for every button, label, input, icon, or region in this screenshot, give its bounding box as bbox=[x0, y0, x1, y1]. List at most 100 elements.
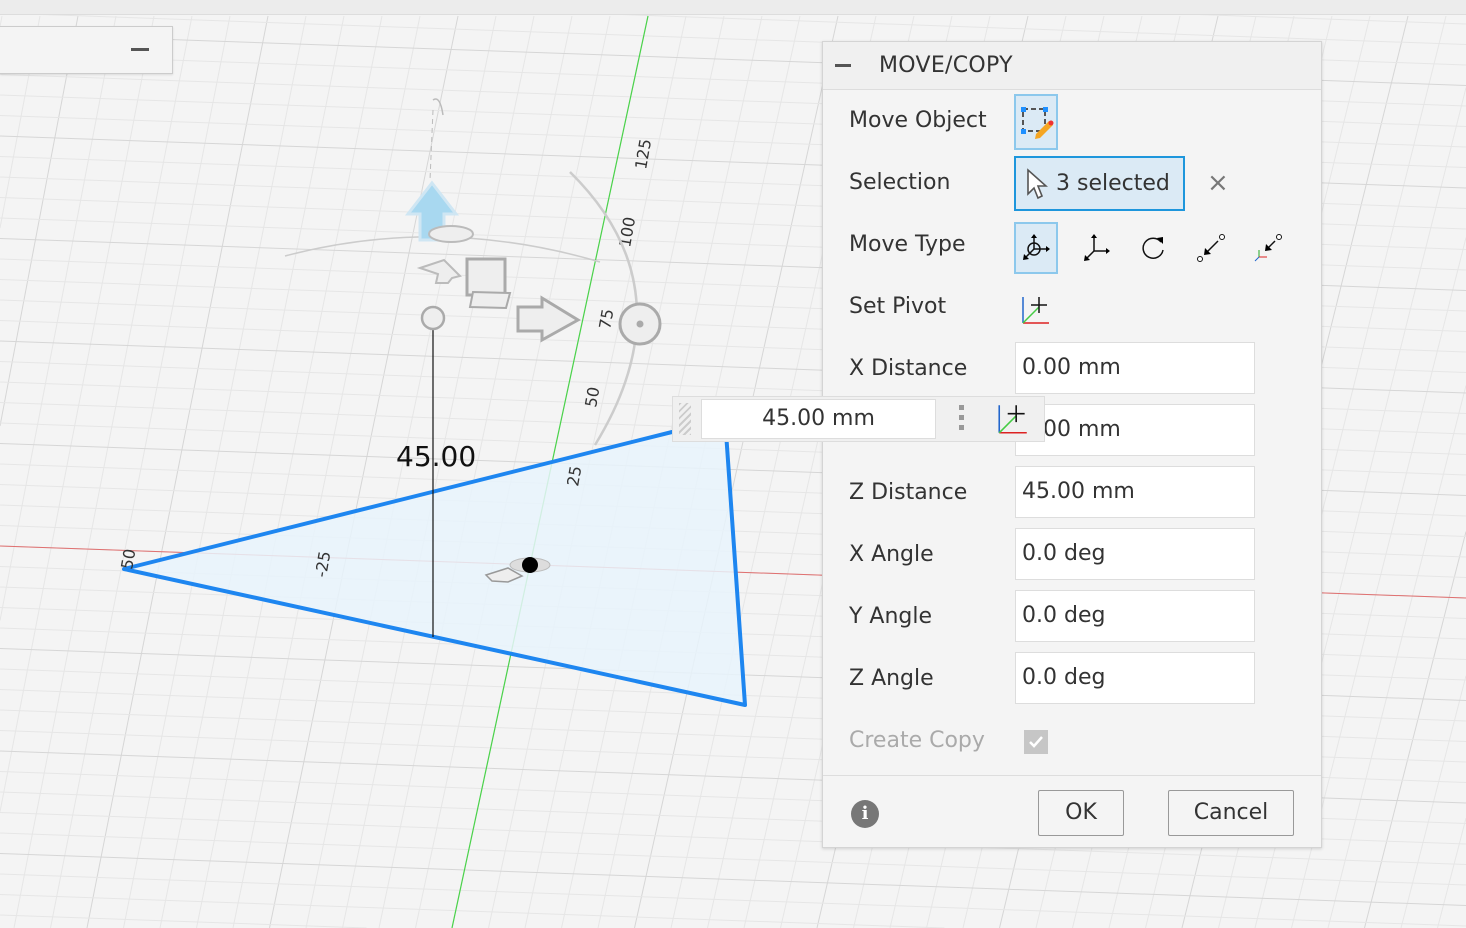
collapse-icon[interactable] bbox=[131, 48, 149, 51]
drag-grip-icon[interactable] bbox=[679, 403, 691, 435]
y-angle-row: Y Angle 0.0 deg bbox=[823, 590, 1321, 646]
xy-arrow-handle[interactable] bbox=[416, 258, 462, 284]
ok-button[interactable]: OK bbox=[1038, 790, 1124, 836]
tick-label: 50 bbox=[117, 547, 139, 570]
rotation-arc-top bbox=[432, 98, 444, 116]
y-distance-input[interactable]: 0.00 mm bbox=[1015, 404, 1255, 456]
collapse-icon[interactable] bbox=[835, 64, 851, 67]
dialog-header: MOVE/COPY bbox=[823, 42, 1321, 90]
tick-label: 25 bbox=[563, 464, 585, 487]
grid-line bbox=[1364, 531, 1466, 928]
move-gizmo[interactable] bbox=[284, 98, 662, 446]
rotate-handle-center bbox=[636, 320, 644, 328]
tick-label: 75 bbox=[595, 307, 617, 330]
grid-line bbox=[378, 15, 573, 928]
clear-selection-icon[interactable]: × bbox=[1207, 168, 1229, 198]
plane-handle[interactable] bbox=[465, 257, 507, 297]
grid-line bbox=[634, 15, 839, 928]
grid-line bbox=[50, 15, 231, 928]
set-pivot-button[interactable] bbox=[1014, 284, 1058, 336]
grid-line bbox=[342, 15, 535, 928]
floating-pivot-button[interactable] bbox=[995, 401, 1031, 441]
z-distance-row: Z Distance 45.00 mm bbox=[823, 466, 1321, 522]
origin-handle[interactable] bbox=[420, 305, 446, 331]
grid-line bbox=[196, 15, 383, 928]
x-distance-row: X Distance 0.00 mm bbox=[823, 342, 1321, 398]
y-angle-input[interactable]: 0.0 deg bbox=[1015, 590, 1255, 642]
x-angle-input[interactable]: 0.0 deg bbox=[1015, 528, 1255, 580]
free-move-icon bbox=[1023, 234, 1050, 260]
plane-handle-lower[interactable] bbox=[468, 290, 512, 310]
x-angle-label: X Angle bbox=[849, 542, 934, 567]
cursor-arrow-icon bbox=[1027, 167, 1048, 199]
move-type-point-to-position[interactable] bbox=[1246, 222, 1290, 274]
move-copy-dialog: MOVE/COPY Move Object Selection 3 select… bbox=[822, 41, 1322, 848]
move-type-row: Move Type bbox=[823, 218, 1321, 274]
move-type-label: Move Type bbox=[849, 232, 966, 257]
move-type-translate[interactable] bbox=[1074, 222, 1118, 274]
grid-line bbox=[0, 15, 3, 27]
cancel-button[interactable]: Cancel bbox=[1168, 790, 1294, 836]
info-icon[interactable]: i bbox=[851, 800, 879, 828]
set-pivot-row: Set Pivot bbox=[823, 280, 1321, 336]
create-copy-label: Create Copy bbox=[849, 728, 985, 753]
tick-label: 125 bbox=[631, 137, 655, 170]
collapsed-panel bbox=[0, 26, 173, 74]
z-distance-label: Z Distance bbox=[849, 480, 968, 505]
point-to-position-icon bbox=[1254, 234, 1282, 262]
grid-line bbox=[0, 832, 1466, 886]
x-arrow-handle[interactable] bbox=[516, 295, 581, 343]
selection-row: Selection 3 selected × bbox=[823, 156, 1321, 212]
move-type-rotate[interactable] bbox=[1131, 222, 1175, 274]
tick-label: 100 bbox=[615, 215, 639, 248]
grid-line bbox=[0, 15, 155, 812]
tick-label: 50 bbox=[581, 385, 603, 408]
move-object-button[interactable] bbox=[1014, 94, 1058, 150]
point-to-point-icon bbox=[1197, 234, 1225, 262]
pivot-dot[interactable] bbox=[522, 557, 538, 573]
selection-button[interactable]: 3 selected bbox=[1014, 156, 1185, 211]
pivot-point[interactable] bbox=[484, 557, 551, 583]
more-options-icon[interactable] bbox=[959, 405, 965, 435]
floating-distance-input: 45.00 mm bbox=[672, 396, 1045, 442]
grid-line bbox=[0, 894, 945, 928]
x-angle-row: X Angle 0.0 deg bbox=[823, 528, 1321, 584]
z-angle-row: Z Angle 0.0 deg bbox=[823, 652, 1321, 708]
set-pivot-label: Set Pivot bbox=[849, 294, 947, 319]
grid-line bbox=[0, 914, 367, 928]
rotation-handle[interactable] bbox=[428, 225, 474, 243]
z-angle-input[interactable]: 0.0 deg bbox=[1015, 652, 1255, 704]
grid-line bbox=[1437, 817, 1466, 928]
pivot-axes-icon bbox=[1022, 297, 1049, 324]
selection-label: Selection bbox=[849, 170, 951, 195]
grid-line bbox=[232, 15, 421, 928]
dialog-title: MOVE/COPY bbox=[879, 53, 1013, 78]
grid-line bbox=[13, 15, 193, 928]
z-distance-input[interactable]: 45.00 mm bbox=[1015, 466, 1255, 518]
rotate-icon bbox=[1142, 237, 1164, 259]
create-copy-checkbox[interactable] bbox=[1024, 730, 1048, 754]
x-distance-input[interactable]: 0.00 mm bbox=[1015, 342, 1255, 394]
grid-line bbox=[0, 853, 1466, 906]
move-object-label: Move Object bbox=[849, 108, 987, 133]
dialog-footer: i OK Cancel bbox=[823, 775, 1321, 848]
x-distance-label: X Distance bbox=[849, 356, 968, 381]
bodies-select-icon bbox=[1021, 107, 1054, 139]
grid-line bbox=[86, 15, 269, 928]
y-angle-label: Y Angle bbox=[849, 604, 933, 629]
grid-line bbox=[0, 812, 1466, 865]
tick-label: -25 bbox=[311, 550, 334, 579]
z-angle-label: Z Angle bbox=[849, 666, 934, 691]
grid-line bbox=[305, 15, 497, 928]
grid-line bbox=[0, 15, 79, 427]
rotation-arc-vertical[interactable] bbox=[569, 171, 639, 446]
move-type-free-move[interactable] bbox=[1014, 222, 1058, 274]
grid-line bbox=[0, 873, 1466, 927]
move-type-point-to-point[interactable] bbox=[1189, 222, 1233, 274]
pivot-axes-icon bbox=[998, 405, 1027, 434]
floating-distance-field[interactable]: 45.00 mm bbox=[701, 399, 936, 439]
z-guide-line bbox=[429, 109, 434, 181]
dimension-label: 45.00 bbox=[396, 440, 476, 473]
axis-tick-labels: 125 100 75 50 25 -25 50 bbox=[117, 137, 655, 578]
